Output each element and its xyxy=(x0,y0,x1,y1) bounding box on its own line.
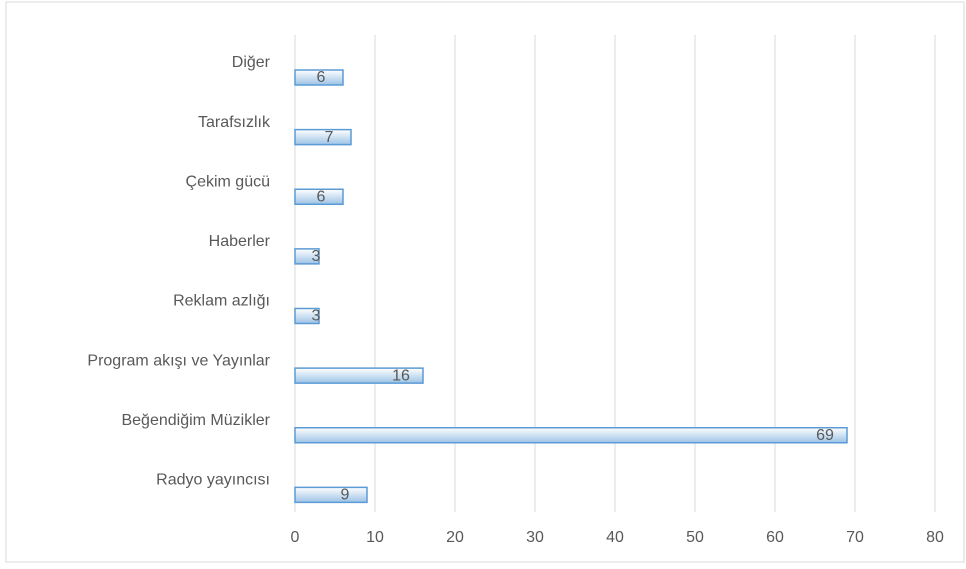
value-label: 69 xyxy=(816,427,834,444)
x-tick-label: 10 xyxy=(366,529,384,546)
x-tick-label: 60 xyxy=(766,529,784,546)
value-label: 3 xyxy=(312,308,321,325)
value-label: 9 xyxy=(341,487,350,504)
y-tick-label: Diğer xyxy=(232,54,271,71)
y-tick-label: Reklam azlığı xyxy=(173,293,270,310)
value-label: 16 xyxy=(392,367,410,384)
x-tick-label: 80 xyxy=(926,529,944,546)
bar xyxy=(294,188,344,205)
x-tick-label: 0 xyxy=(291,529,300,546)
value-label: 7 xyxy=(325,129,334,146)
y-tick-label: Haberler xyxy=(209,233,271,250)
bar xyxy=(294,367,424,384)
value-label: 6 xyxy=(317,69,326,86)
x-tick-label: 30 xyxy=(526,529,544,546)
bar xyxy=(294,486,368,504)
bar xyxy=(294,427,848,444)
x-tick-label: 50 xyxy=(686,529,704,546)
value-label: 6 xyxy=(317,188,326,205)
x-tick-label: 20 xyxy=(446,529,464,546)
y-tick-label: Radyo yayıncısı xyxy=(156,472,270,489)
y-tick-label: Beğendiğim Müzikler xyxy=(121,412,270,429)
y-tick-label: Çekim gücü xyxy=(186,173,270,190)
bar xyxy=(294,69,344,86)
y-tick-label: Program akışı ve Yayınlar xyxy=(87,352,270,369)
bar xyxy=(294,307,320,325)
value-label: 3 xyxy=(312,248,321,265)
chart-frame xyxy=(5,1,965,563)
x-tick-label: 40 xyxy=(606,529,624,546)
x-tick-label: 70 xyxy=(846,529,864,546)
y-tick-label: Tarafsızlık xyxy=(198,114,271,131)
bar xyxy=(294,248,320,265)
bar xyxy=(294,128,352,146)
